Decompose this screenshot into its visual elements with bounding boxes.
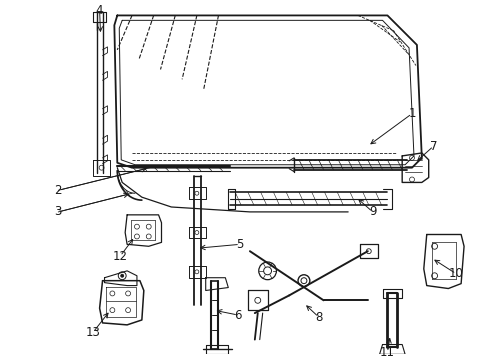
- Text: 11: 11: [380, 346, 395, 359]
- Text: 12: 12: [113, 249, 128, 262]
- Text: 2: 2: [54, 184, 62, 197]
- Text: 5: 5: [236, 238, 244, 251]
- Text: 10: 10: [449, 267, 464, 280]
- Text: 9: 9: [369, 206, 376, 219]
- Text: 7: 7: [430, 140, 438, 153]
- Text: 4: 4: [96, 4, 103, 17]
- Text: 1: 1: [408, 107, 416, 120]
- Text: 8: 8: [315, 311, 322, 324]
- Text: 13: 13: [85, 326, 100, 339]
- Text: 3: 3: [55, 206, 62, 219]
- Text: 6: 6: [234, 309, 242, 321]
- Circle shape: [121, 274, 123, 277]
